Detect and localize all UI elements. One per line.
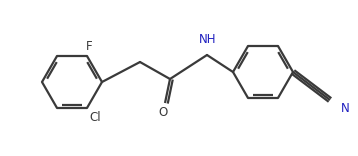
Text: O: O <box>158 107 168 119</box>
Text: Cl: Cl <box>89 112 101 124</box>
Text: F: F <box>86 39 92 53</box>
Text: NH: NH <box>199 33 217 46</box>
Text: N: N <box>340 102 349 115</box>
